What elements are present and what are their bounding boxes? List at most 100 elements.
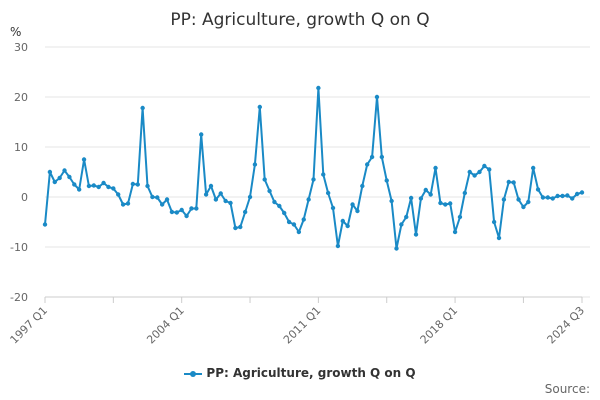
data-point[interactable]	[111, 186, 116, 191]
data-point[interactable]	[218, 191, 223, 196]
data-point[interactable]	[296, 229, 302, 235]
data-point[interactable]	[535, 187, 541, 192]
data-point[interactable]	[545, 195, 551, 200]
data-point[interactable]	[194, 206, 199, 211]
data-point[interactable]	[267, 188, 272, 194]
data-point[interactable]	[433, 165, 438, 171]
data-point[interactable]	[443, 202, 448, 207]
data-point[interactable]	[242, 209, 248, 215]
data-point[interactable]	[120, 202, 126, 207]
data-point[interactable]	[389, 198, 394, 204]
data-point[interactable]	[106, 184, 111, 190]
data-point[interactable]	[159, 202, 165, 207]
data-point[interactable]	[42, 222, 48, 227]
data-point[interactable]	[291, 222, 297, 227]
data-point[interactable]	[540, 195, 546, 200]
data-point[interactable]	[311, 177, 316, 182]
data-point[interactable]	[579, 190, 585, 195]
data-point[interactable]	[355, 208, 360, 214]
data-point[interactable]	[76, 187, 82, 192]
data-point[interactable]	[135, 182, 140, 187]
data-point[interactable]	[560, 193, 565, 199]
data-point[interactable]	[72, 182, 77, 187]
data-point[interactable]	[52, 179, 57, 185]
data-point[interactable]	[116, 192, 121, 197]
data-point[interactable]	[394, 246, 399, 251]
data-point[interactable]	[62, 168, 67, 173]
data-point[interactable]	[526, 199, 531, 205]
data-point[interactable]	[155, 195, 160, 200]
data-point[interactable]	[574, 191, 580, 197]
data-point[interactable]	[399, 222, 404, 227]
data-point[interactable]	[125, 201, 131, 206]
data-point[interactable]	[282, 210, 287, 216]
data-point[interactable]	[340, 218, 345, 224]
data-point[interactable]	[257, 104, 262, 110]
data-point[interactable]	[408, 195, 414, 201]
data-point[interactable]	[496, 235, 502, 241]
data-point[interactable]	[208, 183, 214, 189]
data-point[interactable]	[335, 243, 341, 249]
data-point[interactable]	[321, 172, 326, 177]
data-point[interactable]	[316, 85, 321, 91]
data-point[interactable]	[477, 169, 482, 175]
data-point[interactable]	[179, 207, 184, 213]
data-point[interactable]	[262, 177, 267, 182]
data-point[interactable]	[86, 183, 92, 189]
data-point[interactable]	[360, 183, 365, 189]
data-point[interactable]	[423, 187, 428, 193]
data-point[interactable]	[238, 224, 243, 230]
data-point[interactable]	[47, 169, 53, 175]
data-point[interactable]	[365, 162, 370, 167]
data-point[interactable]	[81, 157, 87, 162]
data-point[interactable]	[96, 184, 101, 190]
data-point[interactable]	[213, 197, 219, 202]
data-point[interactable]	[467, 169, 472, 175]
data-point[interactable]	[457, 214, 463, 220]
data-point[interactable]	[306, 197, 311, 202]
data-point[interactable]	[301, 217, 306, 222]
data-point[interactable]	[501, 197, 507, 202]
data-point[interactable]	[345, 223, 350, 229]
data-point[interactable]	[164, 197, 170, 202]
data-point[interactable]	[247, 194, 253, 200]
data-point[interactable]	[67, 174, 72, 180]
data-point[interactable]	[550, 196, 555, 201]
data-point[interactable]	[140, 105, 145, 111]
data-point[interactable]	[438, 200, 443, 206]
data-point[interactable]	[174, 210, 180, 215]
data-point[interactable]	[350, 202, 355, 207]
data-point[interactable]	[491, 219, 497, 225]
data-point[interactable]	[199, 132, 204, 137]
data-point[interactable]	[272, 199, 277, 205]
data-point[interactable]	[189, 206, 194, 211]
data-point[interactable]	[374, 94, 380, 100]
data-point[interactable]	[252, 162, 258, 167]
data-point[interactable]	[379, 154, 385, 160]
data-point[interactable]	[487, 167, 492, 172]
data-point[interactable]	[330, 205, 336, 211]
data-point[interactable]	[233, 225, 238, 231]
data-point[interactable]	[223, 198, 228, 204]
data-point[interactable]	[472, 173, 477, 178]
data-point[interactable]	[184, 213, 189, 219]
data-point[interactable]	[521, 204, 526, 210]
data-point[interactable]	[384, 178, 389, 183]
data-point[interactable]	[286, 219, 292, 225]
data-point[interactable]	[565, 193, 570, 198]
data-point[interactable]	[169, 209, 175, 215]
data-point[interactable]	[482, 163, 487, 169]
data-point[interactable]	[145, 183, 150, 189]
data-point[interactable]	[570, 196, 575, 201]
legend[interactable]: PP: Agriculture, growth Q on Q	[0, 366, 600, 380]
data-point[interactable]	[150, 194, 155, 200]
data-point[interactable]	[428, 192, 433, 197]
data-point[interactable]	[511, 180, 516, 185]
data-point[interactable]	[369, 154, 375, 160]
data-point[interactable]	[325, 190, 331, 196]
data-point[interactable]	[228, 200, 233, 206]
data-point[interactable]	[57, 175, 62, 181]
data-point[interactable]	[452, 229, 458, 235]
data-point[interactable]	[462, 190, 468, 196]
data-point[interactable]	[447, 201, 453, 206]
